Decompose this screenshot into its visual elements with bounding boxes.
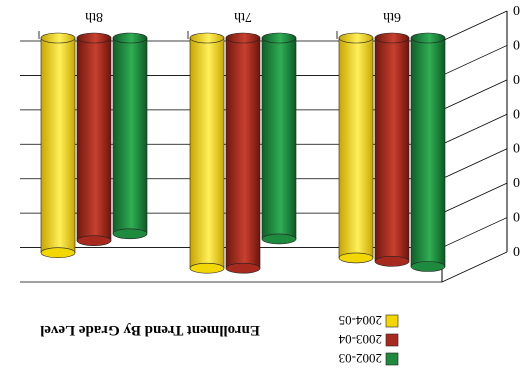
bar-top [261, 233, 297, 245]
bar-top [76, 235, 112, 246]
y-tick-label: 140 [513, 209, 520, 224]
bar-top [40, 247, 76, 259]
legend-label: 2003-04 [338, 332, 382, 347]
y-tick-label: 120 [513, 174, 520, 189]
bar [410, 32, 446, 272]
bar-body [410, 37, 446, 267]
gridline-diagonal [441, 45, 508, 76]
bar-top [189, 262, 225, 274]
bar-base [76, 32, 112, 44]
bar-base [261, 32, 297, 44]
bar-base [225, 32, 261, 44]
bar-top [410, 261, 446, 272]
x-tick-label: 8th [85, 9, 103, 24]
y-tick-label: 80 [513, 105, 520, 120]
bar-base [112, 32, 148, 44]
bar-body [40, 37, 76, 254]
y-tick-label: 40 [513, 36, 520, 51]
bar-base [410, 32, 446, 44]
bar-body [225, 37, 261, 269]
category-axis: 6th 7th 8th [38, 9, 401, 39]
bar-base [189, 32, 225, 44]
bar [261, 32, 297, 245]
bar-top [225, 262, 261, 274]
bar-top [112, 228, 148, 240]
legend-swatch [385, 333, 399, 347]
y-tick-label: 100 [513, 140, 520, 155]
gridline-diagonal [441, 217, 508, 248]
x-tick-label: 7th [234, 9, 252, 24]
bar-base [338, 32, 374, 44]
bar [112, 32, 148, 240]
gridline-diagonal [441, 182, 508, 214]
bar-top [338, 252, 374, 264]
bar-body [189, 37, 225, 269]
bar-base [374, 32, 410, 44]
y-tick-label: 20 [513, 2, 520, 17]
gridline-diagonal [441, 113, 508, 145]
legend-swatch [385, 314, 399, 328]
bar-body [261, 37, 297, 240]
bar-body [112, 37, 148, 235]
bar-base [40, 32, 76, 44]
legend-swatch [385, 352, 399, 366]
gridline-diagonal [441, 79, 508, 111]
bar-body [374, 37, 410, 262]
bar-body [338, 37, 374, 259]
bar-top [374, 256, 410, 267]
bar [76, 32, 112, 246]
legend-label: 2004-05 [339, 313, 382, 328]
bar [225, 32, 261, 274]
bar [374, 32, 410, 267]
x-tick-label: 6th [383, 9, 401, 24]
value-axis: 20 40 60 80 100 120 140 160 [441, 2, 520, 282]
bar [189, 32, 225, 274]
bar-body [76, 37, 112, 241]
gridline-diagonal [441, 251, 508, 283]
y-tick-label: 160 [513, 243, 520, 258]
bar-series [40, 32, 446, 274]
bar [40, 32, 76, 259]
legend: 2002-03 2003-04 2004-05 [338, 313, 399, 366]
y-tick-label: 60 [513, 71, 520, 86]
bar [338, 32, 374, 264]
gridline-diagonal [441, 10, 508, 42]
legend-label: 2002-03 [339, 351, 382, 366]
gridline-diagonal [441, 148, 508, 180]
chart-title: Enrollment Trend By Grade Level [40, 322, 260, 338]
